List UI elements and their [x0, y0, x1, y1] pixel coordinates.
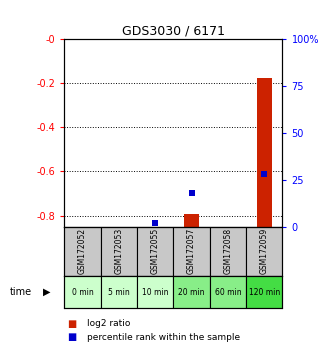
Bar: [246, 276, 282, 308]
Text: ■: ■: [67, 332, 77, 342]
Text: 10 min: 10 min: [142, 287, 169, 297]
Text: 5 min: 5 min: [108, 287, 130, 297]
Text: ■: ■: [67, 319, 77, 329]
Bar: [100, 227, 137, 276]
Bar: [173, 227, 210, 276]
Text: ▶: ▶: [43, 287, 51, 297]
Bar: [137, 276, 173, 308]
Text: GSM172057: GSM172057: [187, 228, 196, 274]
Text: GSM172055: GSM172055: [151, 228, 160, 274]
Text: GSM172052: GSM172052: [78, 228, 87, 274]
Bar: [64, 227, 100, 276]
Text: 60 min: 60 min: [215, 287, 241, 297]
Bar: [257, 78, 272, 227]
Title: GDS3030 / 6171: GDS3030 / 6171: [122, 25, 225, 38]
Text: 120 min: 120 min: [249, 287, 280, 297]
Text: GSM172058: GSM172058: [223, 228, 232, 274]
Text: 0 min: 0 min: [72, 287, 93, 297]
Bar: [100, 276, 137, 308]
Text: percentile rank within the sample: percentile rank within the sample: [87, 332, 240, 342]
Text: time: time: [10, 287, 32, 297]
Bar: [173, 276, 210, 308]
Bar: [210, 227, 246, 276]
Text: GSM172059: GSM172059: [260, 228, 269, 274]
Bar: [64, 276, 100, 308]
Text: GSM172053: GSM172053: [114, 228, 123, 274]
Bar: [184, 215, 199, 227]
Bar: [137, 227, 173, 276]
Bar: [210, 276, 246, 308]
Text: log2 ratio: log2 ratio: [87, 319, 130, 329]
Text: 20 min: 20 min: [178, 287, 205, 297]
Bar: [246, 227, 282, 276]
